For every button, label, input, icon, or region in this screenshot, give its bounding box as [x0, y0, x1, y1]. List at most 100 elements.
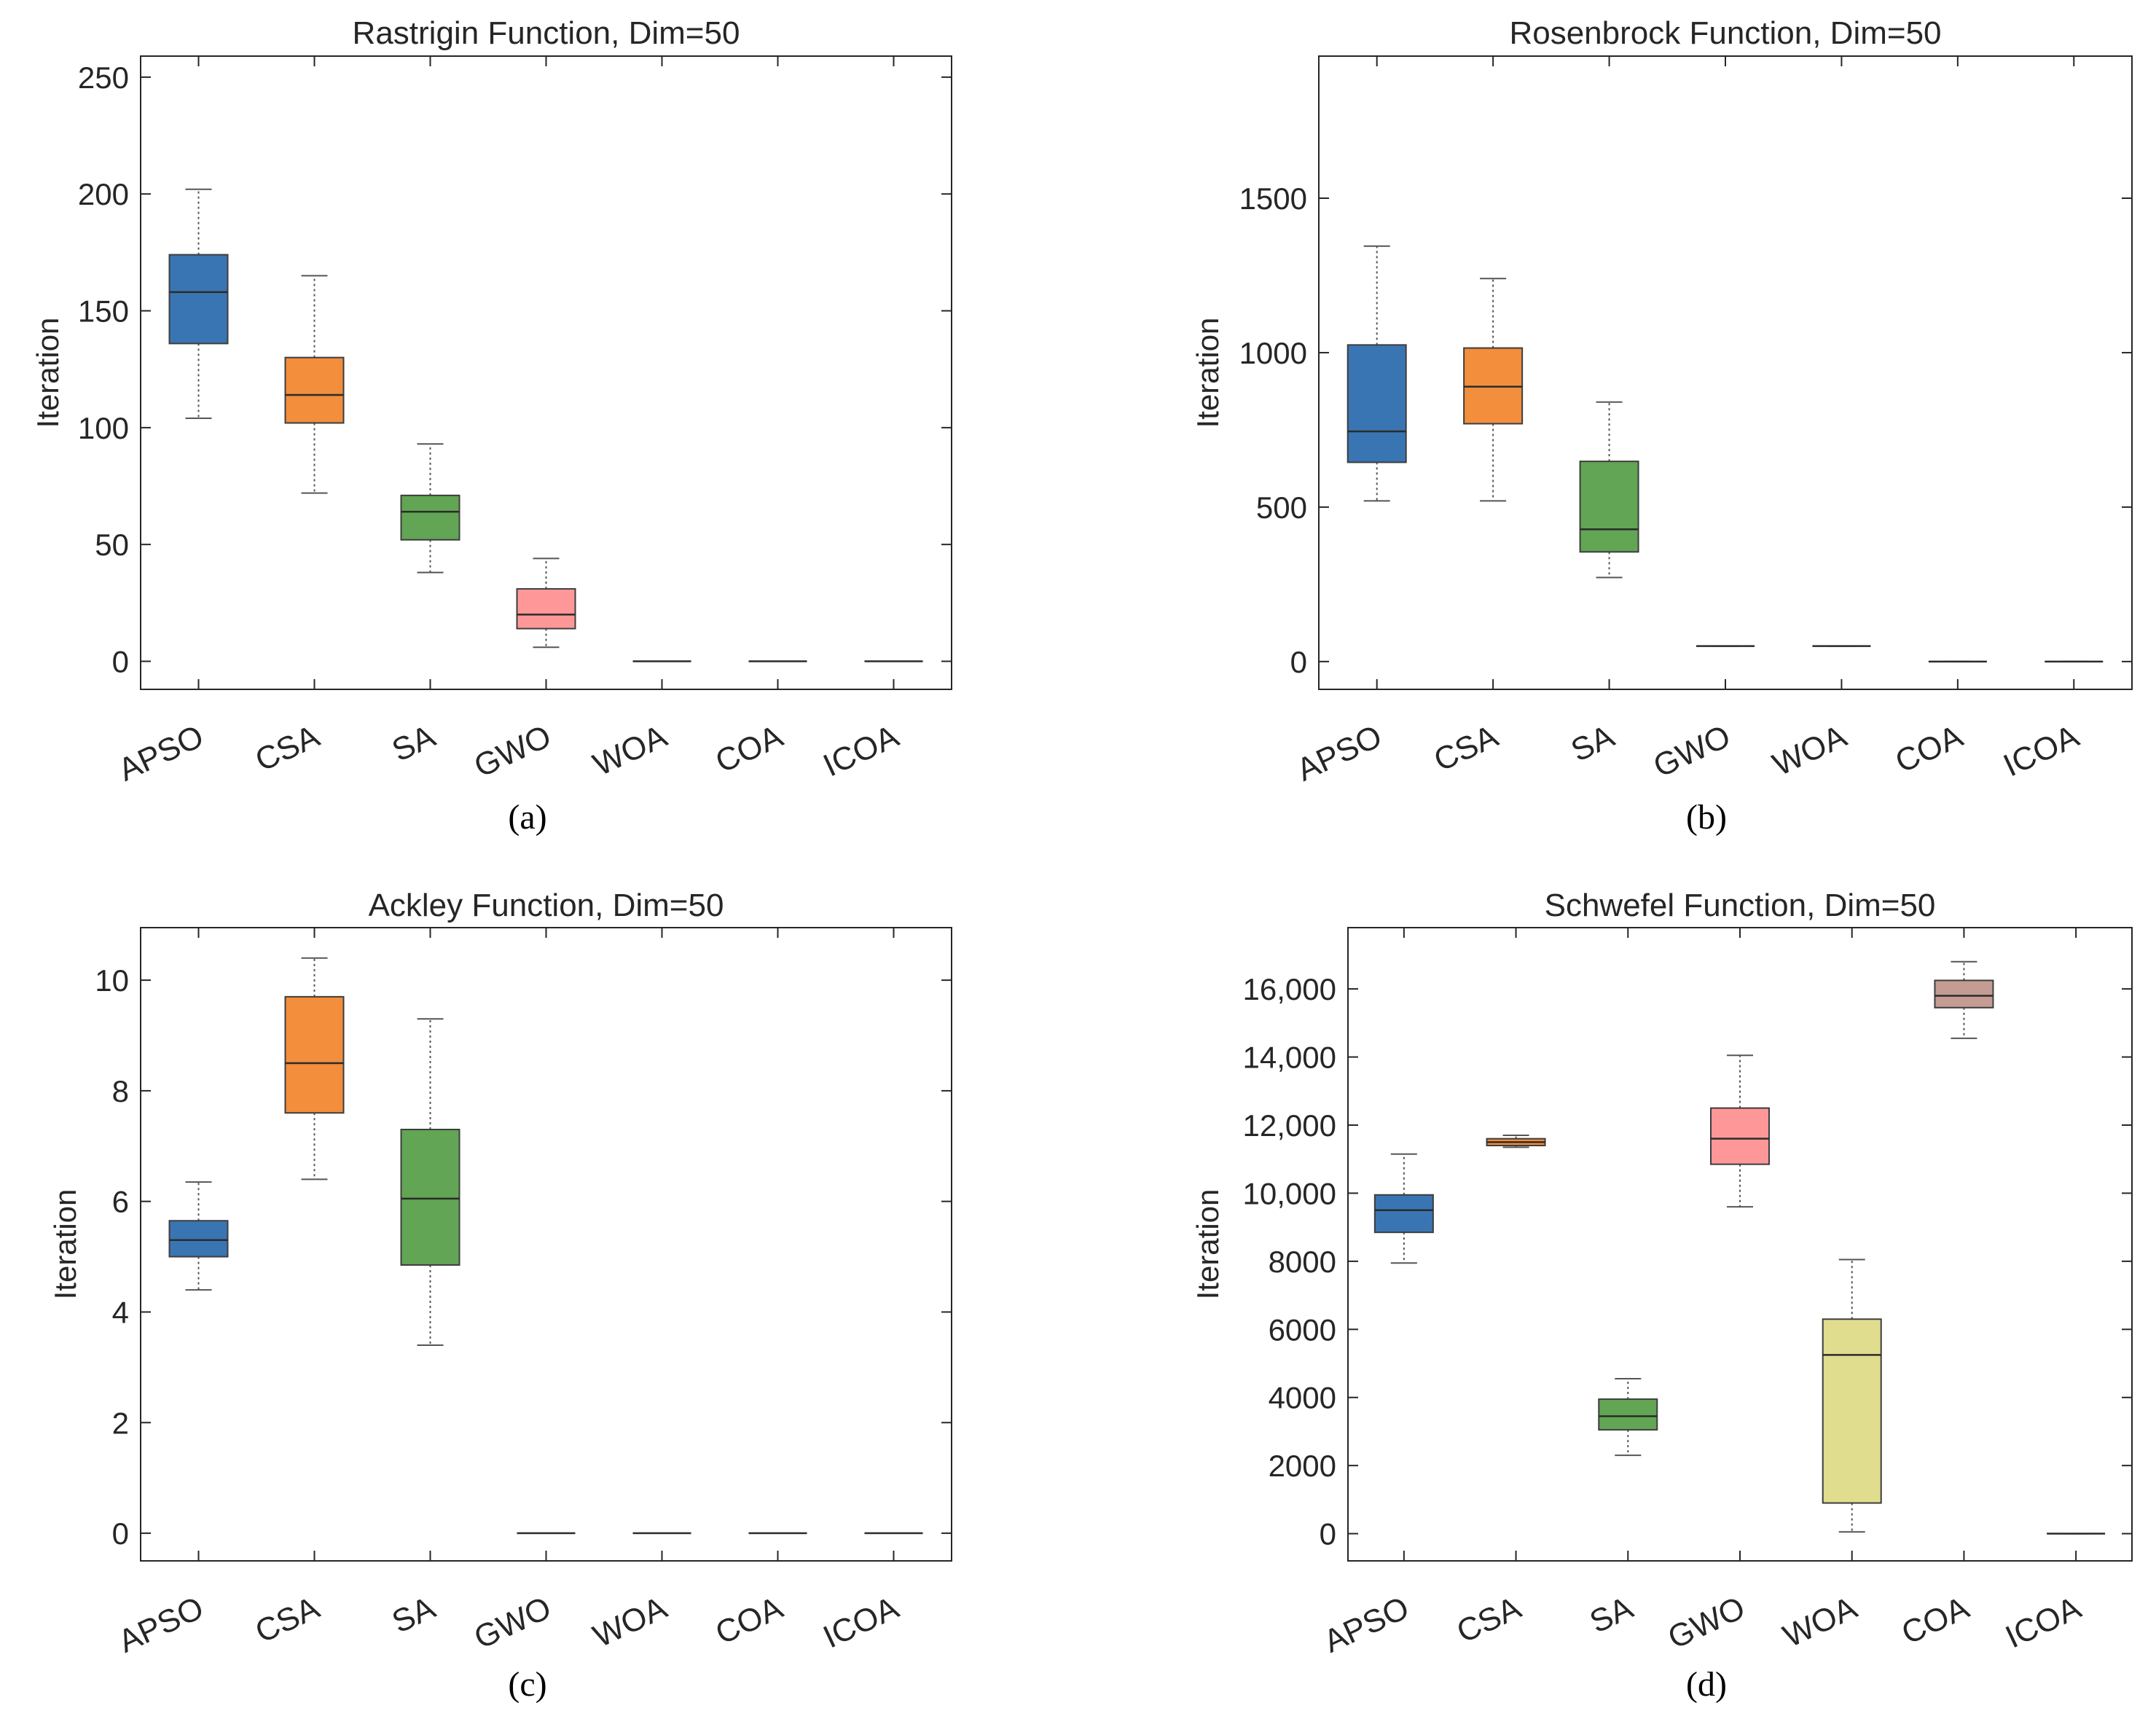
y-tick-label: 4	[112, 1295, 129, 1329]
axis-ticks: 0 2000 4000 6000 8000 10,000 12,000 14,000 16,00…	[1243, 928, 2132, 1660]
box-sa	[400, 1018, 460, 1347]
panel-caption: (c)	[508, 1665, 546, 1704]
x-tick-label: WOA	[1778, 1589, 1863, 1654]
x-tick-label: GWO	[469, 1590, 556, 1656]
box-iqr	[168, 1220, 229, 1258]
box-csa	[284, 957, 345, 1180]
y-axis-label: Iteration	[48, 1189, 82, 1300]
x-tick-label: CSA	[1429, 718, 1504, 778]
panel-schwefel: Schwefel Function, Dim=50 Iteration (d) …	[1191, 888, 2133, 1704]
box-csa	[284, 275, 345, 494]
box-sa	[1598, 1378, 1658, 1457]
x-tick-label: SA	[387, 718, 441, 768]
box-apso	[168, 188, 229, 420]
x-tick-label: ICOA	[2000, 1589, 2087, 1655]
box-iqr	[400, 494, 460, 541]
y-axis-label: Iteration	[1191, 318, 1225, 428]
y-tick-label: 2000	[1269, 1449, 1336, 1483]
x-tick-label: GWO	[469, 718, 556, 785]
y-tick-label: 50	[95, 528, 129, 562]
box-csa	[1486, 1134, 1546, 1148]
box-iqr	[516, 588, 576, 630]
box-woa	[1822, 1258, 1882, 1533]
x-tick-label: COA	[1890, 718, 1969, 780]
box-gwo	[516, 557, 576, 649]
y-tick-label: 6	[112, 1185, 129, 1219]
x-tick-label: APSO	[113, 718, 209, 788]
box-iqr	[1579, 461, 1639, 553]
y-tick-label: 4000	[1269, 1381, 1336, 1415]
x-tick-label: SA	[1585, 1589, 1639, 1640]
box-csa	[1463, 278, 1524, 502]
box-iqr	[400, 1129, 460, 1266]
box-sa	[400, 443, 460, 573]
box-iqr	[1822, 1318, 1882, 1504]
plot-area	[1347, 927, 2133, 1562]
x-tick-label: WOA	[1768, 718, 1853, 783]
x-tick-label: ICOA	[818, 718, 905, 783]
box-marks	[168, 188, 923, 662]
y-tick-label: 0	[112, 645, 129, 679]
x-tick-label: CSA	[1451, 1589, 1526, 1650]
panel-rastrigin: Rastrigin Function, Dim=50 Iteration (a)…	[31, 15, 952, 837]
plot-area	[140, 55, 952, 690]
x-tick-label: CSA	[250, 1589, 325, 1650]
y-tick-label: 2	[112, 1406, 129, 1440]
box-iqr	[1934, 979, 1994, 1009]
y-axis-label: Iteration	[31, 318, 65, 428]
box-apso	[1373, 1153, 1434, 1264]
box-apso	[168, 1181, 229, 1291]
chart-title: Ackley Function, Dim=50	[369, 888, 724, 923]
x-tick-label: APSO	[113, 1590, 209, 1660]
x-tick-label: COA	[710, 1589, 789, 1651]
y-tick-label: 250	[78, 60, 129, 95]
x-tick-label: WOA	[588, 1589, 673, 1654]
y-tick-label: 500	[1256, 490, 1307, 525]
panel-rosenbrock: Rosenbrock Function, Dim=50 Iteration (b…	[1191, 15, 2133, 837]
x-tick-label: ICOA	[818, 1589, 905, 1655]
chart-title: Rosenbrock Function, Dim=50	[1509, 15, 1941, 51]
box-marks	[1373, 960, 2106, 1535]
panel-caption: (d)	[1686, 1665, 1727, 1704]
box-iqr	[1598, 1398, 1658, 1431]
plot-area	[140, 927, 952, 1562]
box-coa	[1934, 960, 1994, 1039]
x-tick-label: SA	[1566, 718, 1620, 768]
y-tick-label: 8000	[1269, 1245, 1336, 1279]
y-tick-label: 16,000	[1243, 972, 1336, 1006]
box-sa	[1579, 401, 1639, 579]
y-tick-label: 14,000	[1243, 1041, 1336, 1075]
panel-ackley: Ackley Function, Dim=50 Iteration (c) 0 2…	[48, 888, 952, 1704]
y-tick-label: 8	[112, 1074, 129, 1108]
box-iqr	[1710, 1107, 1770, 1165]
box-gwo	[1710, 1054, 1770, 1208]
y-tick-label: 0	[1320, 1517, 1336, 1551]
box-marks	[1346, 245, 2104, 663]
y-tick-label: 0	[112, 1516, 129, 1551]
x-tick-label: SA	[387, 1589, 441, 1640]
y-tick-label: 10	[95, 963, 129, 998]
y-tick-label: 0	[1290, 645, 1307, 679]
x-tick-label: COA	[1897, 1589, 1975, 1651]
x-tick-label: APSO	[1291, 718, 1387, 788]
panel-caption: (a)	[508, 798, 546, 837]
chart-title: Rastrigin Function, Dim=50	[353, 15, 740, 51]
box-iqr	[1373, 1194, 1434, 1234]
chart-title: Schwefel Function, Dim=50	[1545, 888, 1936, 923]
box-iqr	[284, 995, 345, 1114]
box-iqr	[1346, 344, 1407, 463]
box-iqr	[284, 356, 345, 424]
x-tick-label: WOA	[588, 718, 673, 783]
x-tick-label: COA	[710, 718, 789, 780]
x-tick-label: CSA	[250, 718, 325, 778]
x-tick-label: GWO	[1648, 718, 1736, 785]
box-iqr	[168, 254, 229, 345]
y-tick-label: 150	[78, 294, 129, 329]
y-tick-label: 6000	[1269, 1312, 1336, 1347]
plot-area	[1318, 55, 2133, 690]
y-tick-label: 100	[78, 411, 129, 445]
x-tick-label: ICOA	[1998, 718, 2085, 783]
y-axis-label: Iteration	[1191, 1189, 1225, 1300]
y-tick-label: 12,000	[1243, 1108, 1336, 1143]
